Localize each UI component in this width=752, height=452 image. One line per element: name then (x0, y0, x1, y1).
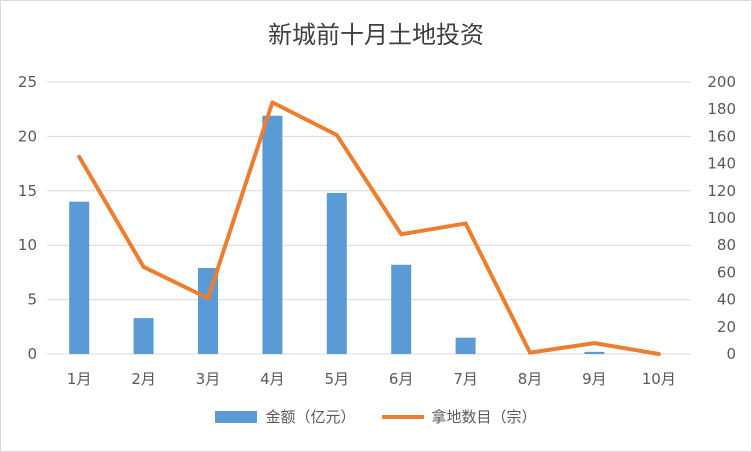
line-point-count (465, 222, 467, 224)
y-left-tick-label: 25 (18, 73, 37, 91)
line-point-count (336, 134, 338, 136)
x-tick-label: 6月 (389, 370, 414, 388)
line-point-count (658, 353, 660, 355)
y-right-tick-label: 100 (707, 209, 736, 227)
y-right-tick-label: 20 (717, 318, 736, 336)
legend-label-amount: 金额（亿元） (265, 408, 356, 426)
line-point-count (271, 101, 273, 103)
legend-swatch-line (381, 414, 424, 419)
x-tick-label: 7月 (453, 370, 478, 388)
line-point-count (400, 233, 402, 235)
x-tick-label: 4月 (260, 370, 285, 388)
legend-item-amount: 金额（亿元） (215, 406, 356, 427)
x-tick-label: 5月 (325, 370, 350, 388)
y-right-tick-label: 120 (707, 182, 736, 200)
x-tick-label: 8月 (518, 370, 543, 388)
x-tick-label: 10月 (642, 370, 676, 388)
y-right-tick-label: 180 (707, 100, 736, 118)
y-left-tick-label: 5 (27, 291, 37, 309)
y-right-tick-label: 40 (717, 291, 736, 309)
line-point-count (593, 342, 595, 344)
legend-label-count: 拿地数目（宗） (431, 408, 537, 426)
x-tick-label: 9月 (582, 370, 607, 388)
y-left-tick-label: 10 (18, 236, 37, 254)
x-tick-label: 3月 (196, 370, 221, 388)
bar-amount (326, 192, 347, 354)
y-right-tick-label: 0 (726, 345, 736, 363)
line-point-count (78, 156, 80, 158)
y-right-tick-label: 200 (707, 73, 736, 91)
bar-amount (262, 115, 283, 354)
y-left-tick-label: 15 (18, 182, 37, 200)
chart-legend: 金额（亿元） 拿地数目（宗） (1, 406, 751, 427)
bar-amount (455, 337, 476, 354)
line-point-count (529, 352, 531, 354)
bar-amount (391, 264, 412, 354)
y-right-tick-label: 160 (707, 127, 736, 145)
x-tick-label: 1月 (67, 370, 92, 388)
series-line-count (77, 100, 661, 356)
y-left-tick-label: 0 (27, 345, 37, 363)
legend-item-count: 拿地数目（宗） (381, 406, 537, 427)
line-point-count (207, 297, 209, 299)
chart-title: 新城前十月土地投资 (268, 21, 484, 49)
y-left-tick-label: 20 (18, 127, 37, 145)
bar-amount (198, 268, 218, 354)
y-right-tick-label: 80 (717, 236, 736, 254)
bar-amount (133, 318, 154, 354)
y-right-tick-label: 60 (717, 263, 736, 281)
bar-amount (69, 201, 90, 354)
y-right-tick-label: 140 (707, 155, 736, 173)
line-point-count (143, 266, 145, 268)
x-tick-label: 2月 (131, 370, 156, 388)
legend-swatch-bar (215, 410, 258, 423)
bar-amount (584, 351, 605, 354)
